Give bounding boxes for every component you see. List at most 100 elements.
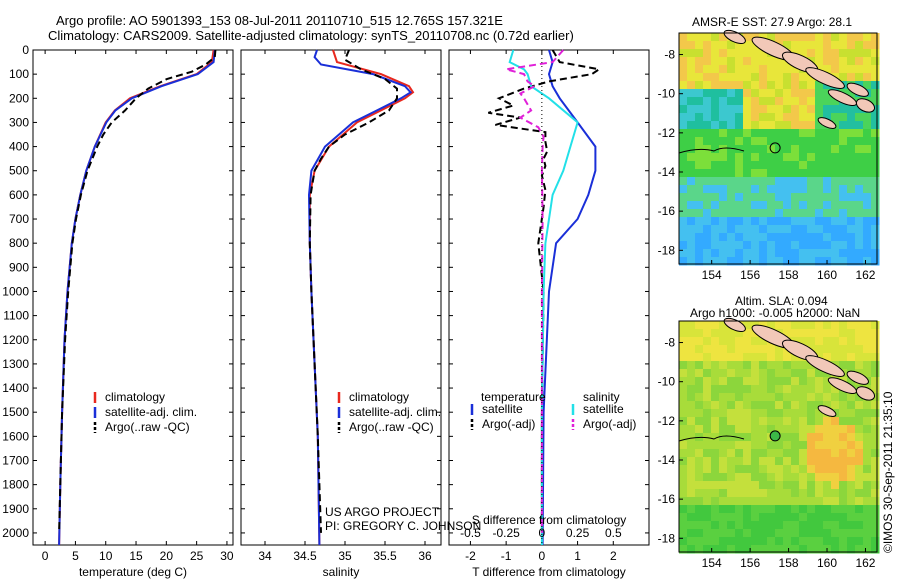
map-cell (855, 505, 864, 514)
map-cell (727, 545, 736, 554)
map-cell (783, 97, 792, 106)
map-cell (815, 465, 824, 474)
map-cell (807, 513, 816, 522)
map-cell (695, 105, 704, 114)
map-cell (799, 337, 808, 346)
map-cell (791, 217, 800, 226)
map-cell (687, 161, 696, 170)
map-cell (711, 73, 720, 82)
map-cell (711, 225, 720, 234)
map-cell (847, 497, 856, 506)
map-cell (759, 497, 768, 506)
map-cell (679, 497, 688, 506)
map-cell (767, 441, 776, 450)
map-cell (695, 121, 704, 130)
map-cell (815, 233, 824, 242)
map-cell (815, 145, 824, 154)
map-cell (711, 57, 720, 66)
map-cell (767, 105, 776, 114)
map-cell (807, 321, 816, 330)
y-tick-label: 1400 (2, 381, 29, 395)
map-cell (719, 361, 728, 370)
map-cell (855, 241, 864, 250)
y-tick-label: -8 (664, 336, 675, 350)
map-cell (759, 353, 768, 362)
map-cell (743, 233, 752, 242)
map-cell (687, 321, 696, 330)
map-cell (679, 65, 688, 74)
map-cell (751, 105, 760, 114)
y-tick-label: 1900 (2, 502, 29, 516)
map-cell (743, 345, 752, 354)
map-cell (815, 409, 824, 418)
map-cell (871, 177, 880, 186)
x-tick-label: 34.5 (293, 549, 317, 563)
x-tick-label: 10 (99, 549, 113, 563)
map-cell (711, 353, 720, 362)
map-cell (839, 137, 848, 146)
map-cell (719, 81, 728, 90)
map-cell (815, 377, 824, 386)
map-cell (799, 113, 808, 122)
map-cell (815, 385, 824, 394)
map-cell (791, 401, 800, 410)
map-cell (743, 249, 752, 258)
map-cell (719, 241, 728, 250)
map-cell (831, 97, 840, 106)
map-cell (799, 89, 808, 98)
map-cell (807, 177, 816, 186)
map-cell (775, 57, 784, 66)
map-cell (759, 377, 768, 386)
map-cell (799, 457, 808, 466)
map-cell (743, 337, 752, 346)
map-cell (695, 505, 704, 514)
map-cell (863, 169, 872, 178)
map-cell (751, 217, 760, 226)
map-cell (703, 353, 712, 362)
map-cell (695, 353, 704, 362)
map-cell (823, 217, 832, 226)
map-cell (783, 401, 792, 410)
map-frame (678, 32, 878, 265)
map-cell (815, 369, 824, 378)
map-cell (863, 121, 872, 130)
map-cell (687, 113, 696, 122)
map-cell (839, 545, 848, 554)
map-cell (727, 153, 736, 162)
map-cell (775, 233, 784, 242)
map-cell (855, 353, 864, 362)
map-cell (751, 465, 760, 474)
map-cell (871, 241, 880, 250)
map-cell (815, 337, 824, 346)
map-cell (831, 201, 840, 210)
map-cell (711, 385, 720, 394)
map-cell (767, 457, 776, 466)
map-cell (839, 161, 848, 170)
map-cell (791, 537, 800, 546)
map-cell (807, 153, 816, 162)
map-cell (759, 57, 768, 66)
map-cell (767, 241, 776, 250)
map-cell (847, 177, 856, 186)
map-cell (759, 457, 768, 466)
map-cell (847, 145, 856, 154)
map-cell (703, 345, 712, 354)
map-cell (695, 217, 704, 226)
map-cell (791, 409, 800, 418)
map-cell (839, 345, 848, 354)
x-tick-label: 0 (42, 549, 49, 563)
map-cell (831, 385, 840, 394)
map-cell (751, 225, 760, 234)
map-cell (679, 41, 688, 50)
map-cell (831, 513, 840, 522)
map-cell (815, 521, 824, 530)
map-cell (703, 401, 712, 410)
map-cell (871, 385, 880, 394)
map-cell (799, 137, 808, 146)
map-cell (799, 241, 808, 250)
map-cell (735, 473, 744, 482)
map-cell (783, 521, 792, 530)
map-cell (759, 217, 768, 226)
map-cell (783, 513, 792, 522)
map-cell (695, 89, 704, 98)
